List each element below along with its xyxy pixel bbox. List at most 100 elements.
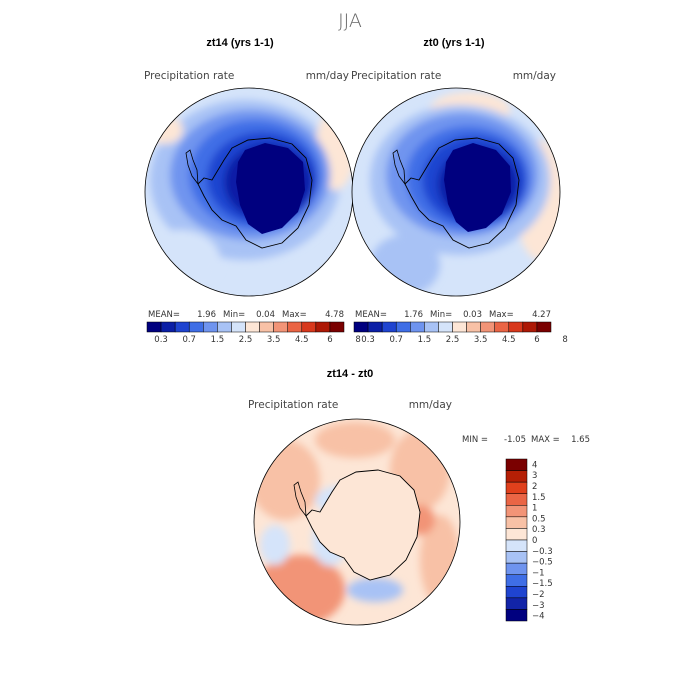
- precip-map: [145, 88, 353, 296]
- min-value: 0.04: [256, 310, 275, 320]
- colorbar-tick-label: −1.5: [532, 579, 553, 589]
- max-value: 4.78: [325, 310, 344, 320]
- colorbar-swatch: [505, 551, 528, 564]
- colorbar-tick-label: 1.5: [211, 335, 225, 345]
- stats-line: MIN = -1.05 MAX = 1.65: [462, 435, 590, 445]
- max-value: 1.65: [571, 435, 590, 445]
- units-label: mm/day: [513, 70, 556, 82]
- units-label: mm/day: [306, 70, 349, 82]
- panel-title: zt14 - zt0: [327, 368, 373, 380]
- colorbar-tick-label: 1.5: [418, 335, 432, 345]
- colorbar-swatch: [410, 321, 425, 333]
- stats-line: MEAN= 1.76 Min= 0.03 Max= 4.27: [355, 310, 551, 320]
- colorbar-swatch: [480, 321, 495, 333]
- colorbar-swatch: [505, 562, 528, 575]
- colorbar-tick-label: 3.5: [474, 335, 488, 345]
- colorbar-tick-label: 3: [532, 471, 537, 481]
- colorbar-swatch: [505, 516, 528, 529]
- min-value: 0.03: [463, 310, 482, 320]
- colorbar-swatch: [505, 528, 528, 541]
- min-value: -1.05: [504, 435, 526, 445]
- max-label: Max=: [489, 310, 514, 320]
- colorbar-tick-label: −2: [532, 590, 545, 600]
- colorbar-tick-label: 0: [532, 536, 537, 546]
- mean-label: MEAN=: [148, 310, 180, 320]
- colorbar-swatch: [315, 321, 331, 333]
- colorbar-tick-label: 0.7: [182, 335, 196, 345]
- colorbar-tick-label: 4.5: [295, 335, 309, 345]
- colorbar-swatch: [424, 321, 439, 333]
- colorbar-tick-label: 3.5: [267, 335, 281, 345]
- colorbar-swatch: [174, 321, 190, 333]
- colorbar-swatch: [188, 321, 204, 333]
- colorbar-tick-label: 0.5: [532, 514, 546, 524]
- colorbar-tick-label: 8: [562, 335, 567, 345]
- colorbar-swatch: [536, 321, 552, 333]
- variable-label: Precipitation rate: [351, 70, 441, 82]
- colorbar-tick-label: 2.5: [239, 335, 253, 345]
- colorbar-swatch: [505, 458, 528, 471]
- colorbar-tick-label: 4.5: [502, 335, 516, 345]
- colorbar-swatch: [259, 321, 274, 333]
- colorbar-swatch: [505, 609, 528, 622]
- colorbar-swatch: [452, 321, 467, 333]
- colorbar-swatch: [505, 493, 528, 506]
- colorbar-swatch: [494, 321, 510, 333]
- colorbar-tick-label: 8: [355, 335, 360, 345]
- precip-map: [352, 88, 560, 296]
- colorbar-tick-label: 0.7: [389, 335, 403, 345]
- colorbar-swatch: [438, 321, 453, 333]
- max-label: MAX =: [531, 435, 560, 445]
- mean-value: 1.76: [404, 310, 423, 320]
- colorbar-tick-label: −4: [532, 612, 545, 622]
- colorbar-swatch: [505, 597, 528, 610]
- stats-line: MEAN= 1.96 Min= 0.04 Max= 4.78: [148, 310, 344, 320]
- min-label: MIN =: [462, 435, 488, 445]
- mean-label: MEAN=: [355, 310, 387, 320]
- colorbar-swatch: [367, 321, 383, 333]
- colorbar-swatch: [505, 481, 528, 494]
- precip-diff-map: [254, 419, 460, 625]
- figure-title: JJA: [338, 10, 362, 32]
- panel-difference: zt14 - zt0 Precipitation rate mm/day MI: [248, 368, 590, 626]
- colorbar-swatch: [522, 321, 538, 333]
- colorbar-tick-label: 0.3: [532, 525, 546, 535]
- colorbar-swatch: [381, 321, 397, 333]
- colorbar-swatch: [301, 321, 317, 333]
- colorbar-tick-label: −0.5: [532, 558, 553, 568]
- colorbar-tick-label: 1: [532, 504, 537, 514]
- colorbar-swatch: [505, 505, 528, 518]
- units-label: mm/day: [409, 399, 452, 411]
- colorbar-swatch: [203, 321, 218, 333]
- colorbar-swatch: [508, 321, 524, 333]
- max-label: Max=: [282, 310, 307, 320]
- map-boundary: [253, 418, 461, 626]
- colorbar-swatch: [466, 321, 481, 333]
- max-value: 4.27: [532, 310, 551, 320]
- colorbar-swatch: [273, 321, 288, 333]
- colorbar-swatch: [287, 321, 303, 333]
- colorbar: 0.3 0.7 1.5 2.5 3.5 4.5 6 8: [146, 321, 361, 345]
- min-label: Min=: [223, 310, 245, 320]
- colorbar-tick-label: 2.5: [446, 335, 460, 345]
- colorbar-tick-label: −3: [532, 601, 545, 611]
- colorbar-swatch: [505, 539, 528, 552]
- colorbar-tick-label: −0.3: [532, 547, 553, 557]
- colorbar-tick-label: 1.5: [532, 493, 546, 503]
- colorbar-swatch: [395, 321, 411, 333]
- colorbar-tick-label: 0.3: [361, 335, 375, 345]
- colorbar-swatch: [505, 574, 528, 587]
- colorbar-swatch: [217, 321, 232, 333]
- colorbar-tick-label: 6: [534, 335, 539, 345]
- colorbar: 0.3 0.7 1.5 2.5 3.5 4.5 6 8: [353, 321, 568, 345]
- map-boundary: [351, 87, 561, 297]
- panel-zt14: zt14 (yrs 1-1) Precipitation rate mm/day…: [144, 37, 361, 345]
- colorbar-swatch: [329, 321, 345, 333]
- panel-title: zt14 (yrs 1-1): [206, 37, 274, 49]
- colorbar-swatch: [505, 470, 528, 483]
- colorbar-tick-label: 6: [327, 335, 332, 345]
- colorbar-swatch: [146, 321, 162, 333]
- colorbar-tick-label: 0.3: [154, 335, 168, 345]
- colorbar-tick-label: 4: [532, 460, 537, 470]
